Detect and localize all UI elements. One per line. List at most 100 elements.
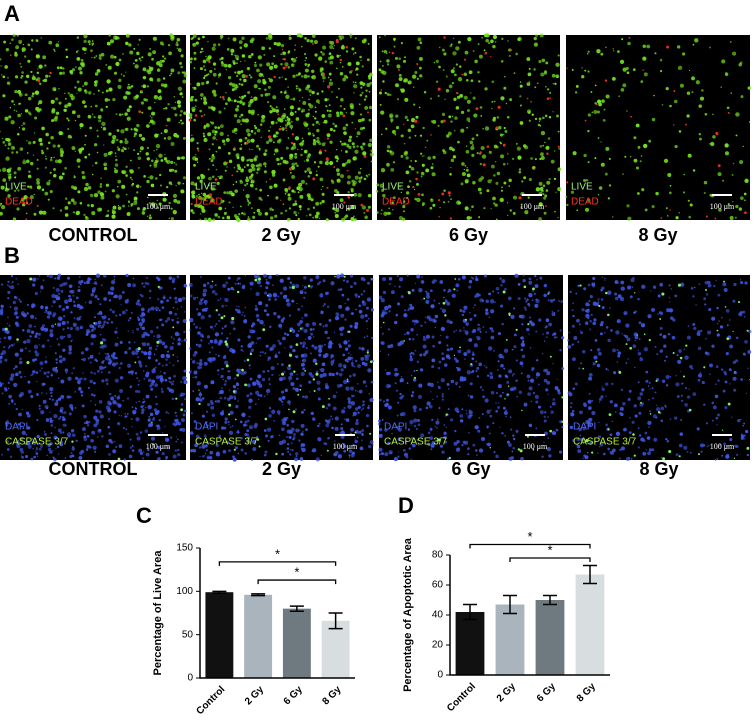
cell bbox=[727, 106, 730, 109]
cell bbox=[114, 279, 115, 280]
cell bbox=[669, 209, 670, 210]
cell bbox=[482, 413, 484, 415]
cell bbox=[98, 119, 101, 122]
cell bbox=[39, 408, 41, 410]
cell bbox=[491, 101, 493, 103]
cell bbox=[156, 326, 159, 329]
cell bbox=[475, 293, 479, 297]
cell bbox=[540, 410, 544, 414]
cell bbox=[279, 128, 282, 131]
cell bbox=[558, 300, 560, 302]
cell bbox=[55, 324, 56, 325]
cell bbox=[622, 333, 623, 334]
cell bbox=[50, 159, 53, 162]
cell bbox=[34, 358, 37, 361]
cell bbox=[482, 300, 484, 302]
cell bbox=[202, 415, 205, 418]
cell bbox=[129, 455, 133, 459]
cell bbox=[338, 363, 342, 367]
cell bbox=[229, 390, 230, 391]
cell bbox=[286, 295, 287, 296]
cell bbox=[451, 159, 454, 162]
cell bbox=[227, 135, 229, 137]
cell bbox=[547, 293, 549, 295]
cell bbox=[79, 276, 81, 278]
cell bbox=[371, 308, 374, 311]
cell bbox=[334, 212, 336, 214]
cell bbox=[236, 306, 237, 307]
cell bbox=[241, 413, 245, 417]
cell bbox=[545, 115, 548, 118]
cell bbox=[286, 147, 289, 150]
cell bbox=[234, 71, 236, 73]
cell bbox=[94, 358, 97, 361]
cell bbox=[241, 118, 245, 122]
cell bbox=[327, 305, 330, 308]
cell bbox=[487, 179, 491, 183]
cell bbox=[522, 355, 525, 358]
cell bbox=[249, 111, 251, 113]
cell bbox=[26, 339, 30, 343]
cell bbox=[224, 341, 227, 344]
cell bbox=[304, 292, 306, 294]
stain-label: DEAD bbox=[382, 197, 410, 208]
cell bbox=[21, 113, 22, 114]
cell bbox=[327, 99, 329, 101]
cell bbox=[382, 65, 384, 67]
cell bbox=[471, 415, 473, 417]
cell bbox=[260, 124, 262, 126]
cell bbox=[11, 275, 13, 277]
cell bbox=[380, 111, 384, 115]
cell bbox=[353, 181, 357, 185]
cell bbox=[196, 41, 199, 44]
cell bbox=[345, 347, 348, 350]
cell bbox=[329, 344, 330, 345]
cell bbox=[241, 114, 244, 117]
cell bbox=[366, 209, 369, 212]
cell bbox=[466, 145, 467, 146]
cell bbox=[503, 134, 504, 135]
cell bbox=[453, 156, 455, 158]
cell bbox=[633, 136, 636, 139]
cell bbox=[280, 212, 283, 215]
cell bbox=[381, 452, 384, 455]
cell bbox=[336, 67, 338, 69]
cell bbox=[173, 107, 176, 110]
cell bbox=[286, 120, 287, 121]
cell bbox=[704, 192, 706, 194]
cell bbox=[241, 144, 242, 145]
cell bbox=[119, 59, 122, 62]
cell bbox=[541, 187, 544, 190]
cell bbox=[142, 211, 145, 214]
cell bbox=[274, 153, 275, 154]
cell bbox=[210, 121, 212, 123]
cell bbox=[163, 84, 167, 88]
cell bbox=[488, 292, 491, 295]
cell bbox=[83, 377, 86, 380]
cell bbox=[49, 275, 53, 279]
cell bbox=[270, 436, 273, 439]
cell bbox=[484, 33, 488, 37]
cell bbox=[496, 126, 499, 129]
cell bbox=[119, 415, 120, 416]
cell bbox=[538, 318, 541, 321]
cell bbox=[201, 335, 204, 338]
cell bbox=[136, 433, 139, 436]
cell bbox=[342, 78, 346, 82]
cell bbox=[281, 373, 284, 376]
cell bbox=[63, 423, 66, 426]
cell bbox=[434, 62, 435, 63]
cell bbox=[111, 280, 115, 284]
cell bbox=[261, 119, 265, 123]
cell bbox=[663, 345, 666, 348]
cell bbox=[736, 454, 738, 456]
cell bbox=[336, 274, 340, 278]
cell bbox=[289, 345, 292, 348]
cell bbox=[403, 313, 407, 317]
cell bbox=[386, 93, 389, 96]
cell bbox=[52, 207, 54, 209]
cell bbox=[225, 92, 226, 93]
cell bbox=[152, 121, 156, 125]
cell bbox=[364, 216, 368, 220]
